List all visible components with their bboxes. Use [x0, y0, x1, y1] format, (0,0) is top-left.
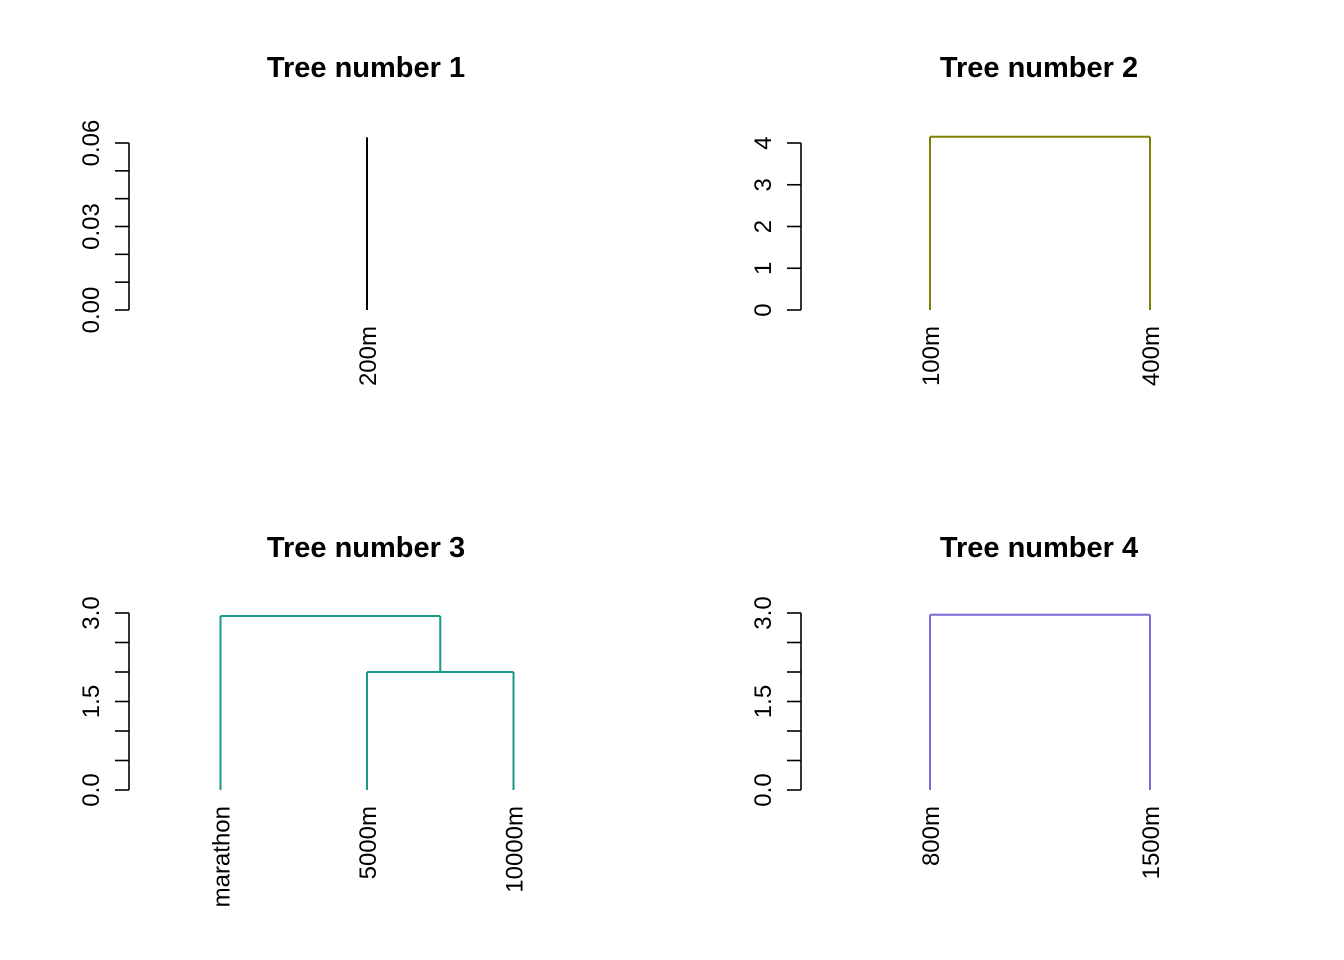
leaf-label: 400m [1138, 326, 1165, 386]
y-tick-label: 0.06 [78, 120, 105, 167]
y-tick-label: 2 [750, 220, 777, 233]
leaf-label: 10000m [502, 806, 529, 893]
y-tick-label: 3 [750, 178, 777, 191]
y-tick-label: 3.0 [78, 596, 105, 629]
y-tick-label: 1.5 [750, 685, 777, 718]
y-tick-label: 0.0 [78, 773, 105, 806]
y-tick-label: 0 [750, 303, 777, 316]
panel-title: Tree number 2 [940, 52, 1138, 84]
leaf-label: 1500m [1138, 806, 1165, 879]
y-axis: 0.0 1.5 3.0 [750, 596, 802, 807]
tree-panel-2: Tree number 2 0 1 2 3 4 100m 400m [750, 52, 1165, 386]
dendrogram: 100m 400m [918, 135, 1165, 386]
leaf-label: 100m [918, 326, 945, 386]
y-tick-label: 0.03 [78, 203, 105, 250]
y-tick-label: 3.0 [750, 596, 777, 629]
y-tick-label: 0.00 [78, 287, 105, 334]
panel-title: Tree number 4 [940, 532, 1138, 564]
tree-panel-4: Tree number 4 0.0 1.5 3.0 800m 1500m [750, 532, 1165, 879]
leaf-label: 200m [355, 326, 382, 386]
leaf-label: 800m [918, 806, 945, 866]
leaf-label: 5000m [355, 806, 382, 879]
dendrogram: 800m 1500m [918, 613, 1165, 879]
dendrogram: marathon 5000m 10000m [208, 614, 529, 907]
y-tick-label: 1 [750, 262, 777, 275]
y-tick-label: 0.0 [750, 773, 777, 806]
y-axis: 0 1 2 3 4 [750, 136, 802, 317]
y-tick-label: 4 [750, 136, 777, 149]
panel-title: Tree number 3 [267, 532, 465, 564]
y-axis: 0.0 1.5 3.0 [78, 596, 130, 807]
leaf-label: marathon [208, 806, 235, 907]
tree-panel-1: Tree number 1 0.00 0.03 0.06 200m [78, 52, 465, 386]
y-tick-label: 1.5 [78, 685, 105, 718]
dendrogram: 200m [355, 137, 382, 386]
panel-title: Tree number 1 [267, 52, 465, 84]
y-axis: 0.00 0.03 0.06 [78, 120, 130, 334]
tree-panel-3: Tree number 3 0.0 1.5 3.0 marathon 5000m 1000… [78, 532, 529, 907]
